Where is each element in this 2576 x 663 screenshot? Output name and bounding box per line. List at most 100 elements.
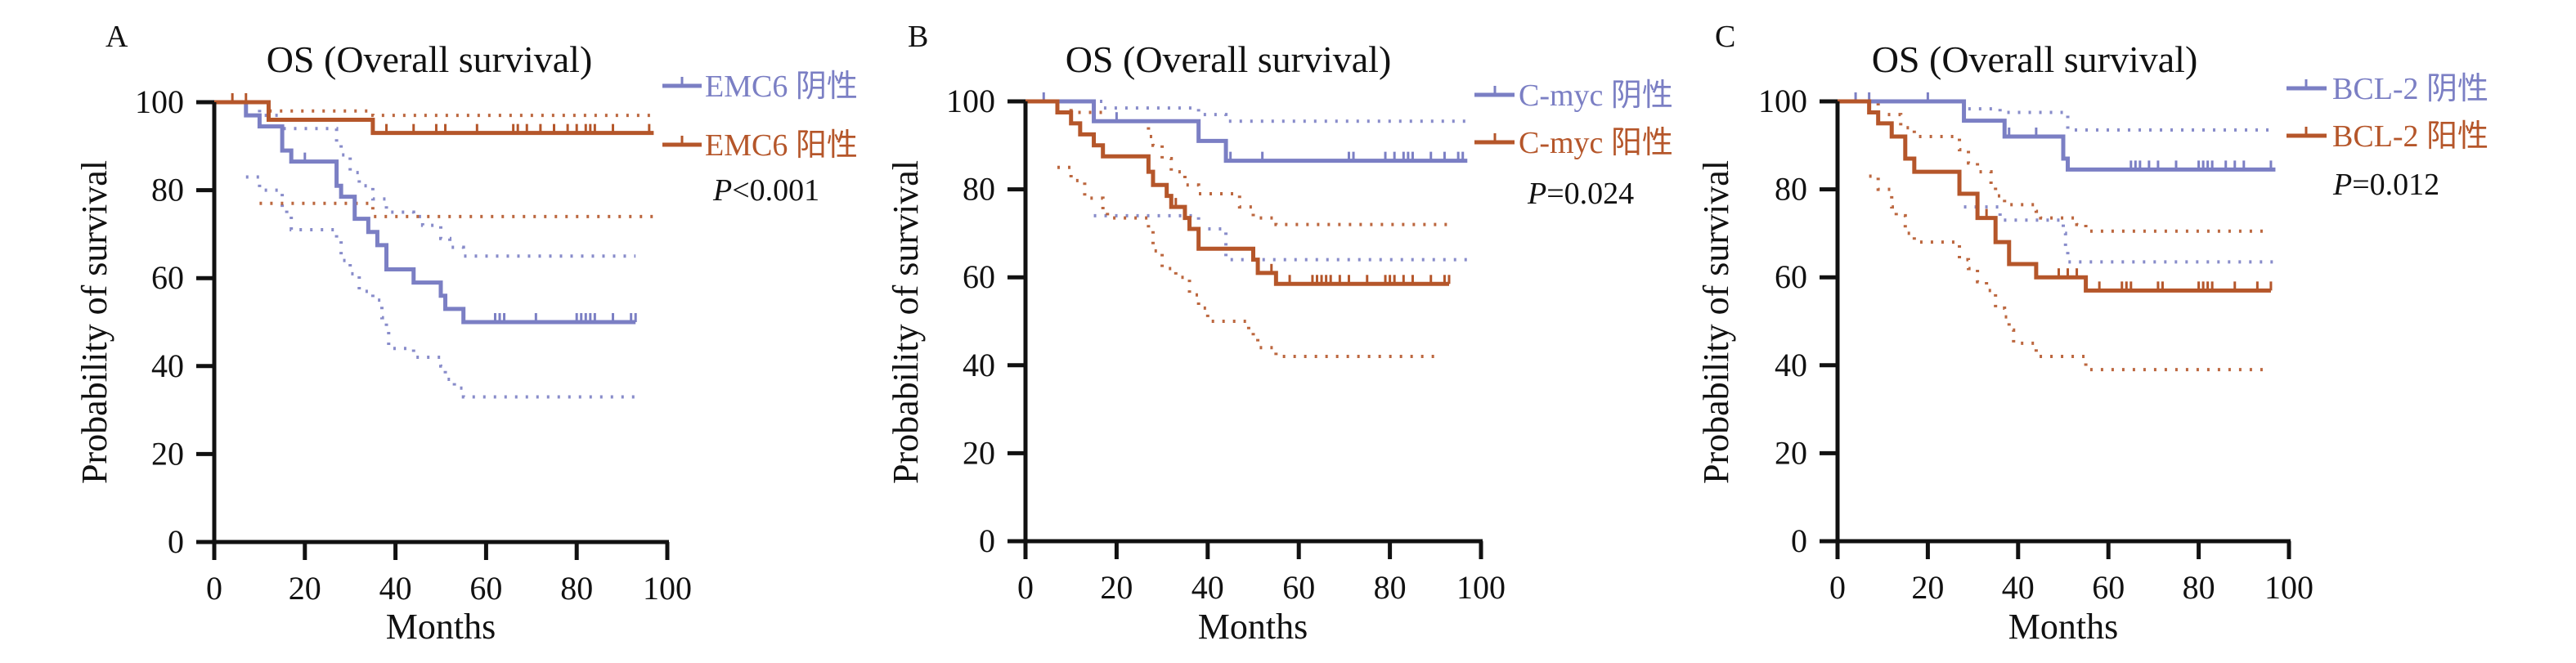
- legend-label-positive: BCL-2 阳性: [2332, 119, 2488, 154]
- x-tick-label: 60: [2092, 569, 2125, 606]
- p-value: =0.024: [1546, 177, 1634, 211]
- legend: BCL-2 阴性 BCL-2 阳性: [2287, 72, 2488, 154]
- x-tick-label: 0: [1017, 569, 1034, 606]
- x-tick-label: 80: [560, 570, 593, 607]
- series-positive-curve: [1838, 99, 2273, 293]
- x-tick-label: 40: [2002, 569, 2035, 606]
- legend-item-negative: EMC6 阴性: [662, 69, 858, 104]
- survival-curve: [1838, 99, 2276, 172]
- x-tick-label: 100: [643, 570, 692, 607]
- y-tick-label: 80: [963, 171, 995, 208]
- chart-title: OS (Overall survival): [1066, 38, 1392, 80]
- x-tick-label: 20: [1911, 569, 1944, 606]
- survival-curve: [1838, 99, 2271, 293]
- panel-label: A: [105, 20, 128, 54]
- legend-item-negative: BCL-2 阴性: [2287, 72, 2488, 106]
- p-value-annotation: P=0.012: [2332, 168, 2439, 202]
- ci-upper-band: [1869, 100, 2271, 233]
- ci-upper-band: [1838, 100, 2276, 132]
- chart-title: OS (Overall survival): [267, 38, 593, 80]
- legend-item-positive: EMC6 阳性: [662, 128, 858, 163]
- p-value-annotation: P<0.001: [712, 173, 819, 208]
- y-tick-label: 100: [135, 83, 184, 120]
- x-tick-label: 100: [2264, 569, 2313, 606]
- plot-area: 0 20 40 60 80 100 0 20 40 60 80 100: [1758, 83, 2313, 606]
- legend: EMC6 阴性 EMC6 阳性: [662, 69, 858, 163]
- p-value: <0.001: [732, 173, 819, 208]
- survival-curve: [1025, 99, 1450, 286]
- y-axis-label: Probability of survival: [1696, 160, 1736, 484]
- y-tick-label: 60: [151, 259, 184, 296]
- panel-label: C: [1715, 20, 1735, 54]
- panel-label: B: [908, 20, 928, 54]
- x-tick-label: 60: [469, 570, 502, 607]
- p-symbol: P: [1527, 177, 1546, 211]
- panel-b: B OS (Overall survival) Probability of s…: [886, 20, 1673, 647]
- y-tick-label: 100: [1758, 83, 1807, 119]
- series-positive-curve: [1025, 99, 1451, 286]
- series-negative-curve: [214, 100, 637, 325]
- y-axis-label: Probability of survival: [886, 160, 926, 484]
- series-positive-curve: [214, 93, 654, 136]
- panel-a: A OS (Overall survival) Probability of s…: [74, 20, 858, 647]
- series-negative: [245, 101, 636, 399]
- x-axis-label: Months: [2008, 607, 2118, 647]
- x-tick-label: 0: [1829, 569, 1846, 606]
- x-tick-label: 80: [2183, 569, 2215, 606]
- ci-lower-band: [1057, 165, 1440, 359]
- y-axis-label: Probability of survival: [74, 160, 114, 484]
- y-tick-label: 40: [1775, 347, 1807, 383]
- series-positive: [214, 101, 654, 218]
- ci-lower-band: [1869, 174, 2271, 372]
- legend: C-myc 阴性 C-myc 阳性: [1474, 78, 1673, 160]
- x-tick-label: 0: [206, 570, 222, 607]
- axes: 0 20 40 60 80 100 0 20 40 60 80 100: [946, 83, 1506, 606]
- x-tick-label: 80: [1374, 569, 1407, 606]
- x-tick-label: 20: [289, 570, 321, 607]
- y-tick-label: 40: [963, 347, 995, 383]
- legend-label-negative: BCL-2 阴性: [2332, 72, 2488, 106]
- ci-lower-band: [245, 175, 636, 399]
- y-tick-label: 60: [963, 258, 995, 295]
- y-tick-label: 20: [151, 435, 184, 472]
- y-tick-label: 80: [1775, 171, 1807, 208]
- axes: 0 20 40 60 80 100 0 20 40 60 80 100: [135, 83, 692, 607]
- x-tick-label: 20: [1100, 569, 1133, 606]
- legend-item-positive: BCL-2 阳性: [2287, 119, 2488, 154]
- y-tick-label: 80: [151, 172, 184, 208]
- y-tick-label: 0: [168, 523, 184, 560]
- x-tick-label: 100: [1456, 569, 1506, 606]
- p-symbol: P: [2332, 168, 2352, 202]
- y-tick-label: 40: [151, 347, 184, 384]
- series-negative: [1838, 100, 2276, 264]
- legend-label-negative: C-myc 阴性: [1519, 78, 1673, 113]
- legend-label-positive: EMC6 阳性: [705, 128, 858, 163]
- y-tick-label: 100: [946, 83, 995, 119]
- series-positive: [1057, 100, 1450, 359]
- y-tick-label: 20: [1775, 434, 1807, 471]
- ci-lower-band: [1093, 213, 1468, 262]
- ci-lower-band: [1963, 205, 2276, 264]
- y-tick-label: 20: [963, 434, 995, 471]
- ci-upper-band: [1025, 100, 1468, 123]
- x-axis-label: Months: [1198, 607, 1308, 647]
- series-negative-curve: [1838, 92, 2276, 172]
- legend-label-positive: C-myc 阳性: [1519, 126, 1673, 160]
- legend-item-positive: C-myc 阳性: [1474, 126, 1673, 160]
- plot-area: 0 20 40 60 80 100 0 20 40 60 80 100: [135, 83, 692, 607]
- axes: 0 20 40 60 80 100 0 20 40 60 80 100: [1758, 83, 2313, 606]
- survival-curve: [214, 100, 654, 136]
- legend-label-negative: EMC6 阴性: [705, 69, 858, 104]
- y-tick-label: 0: [979, 522, 995, 559]
- y-tick-label: 0: [1791, 522, 1807, 559]
- chart-title: OS (Overall survival): [1872, 38, 2198, 80]
- series-positive: [1869, 100, 2271, 372]
- p-symbol: P: [712, 173, 732, 208]
- survival-curve: [1025, 99, 1468, 164]
- survival-curve: [214, 100, 636, 325]
- plot-area: 0 20 40 60 80 100 0 20 40 60 80 100: [946, 83, 1506, 606]
- y-tick-label: 60: [1775, 258, 1807, 295]
- series-negative: [1025, 100, 1468, 262]
